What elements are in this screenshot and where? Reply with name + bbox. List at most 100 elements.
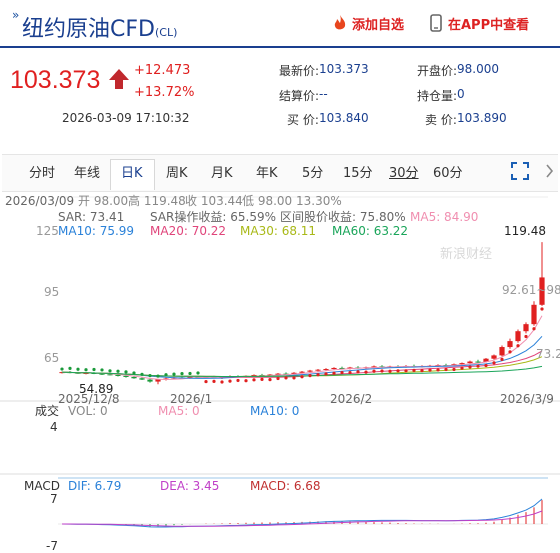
sar-dot [292, 376, 296, 380]
sar-dot [68, 366, 72, 370]
tab-yearly-k[interactable]: 年K [256, 166, 278, 181]
tab-60min[interactable]: 60分 [433, 166, 463, 181]
tab-monthly-k[interactable]: 月K [211, 166, 233, 181]
range-annotation: 92.61~98 [502, 283, 560, 297]
title-marker-icon: » [12, 8, 20, 22]
sar-dot [316, 373, 320, 377]
y-tick-125: 125 [36, 224, 59, 238]
right-tag: 73.2 [536, 347, 560, 361]
sar-dot [116, 369, 120, 373]
sar-dot [92, 367, 96, 372]
candle-body [347, 367, 353, 369]
candle-body [307, 370, 313, 372]
add-favorite-button[interactable]: 添加自选 [332, 14, 404, 33]
sar-dot [148, 374, 152, 378]
tab-minute[interactable]: 分时 [29, 166, 56, 181]
macd-dif-label: DIF: 6.79 [68, 479, 121, 493]
candle-body [515, 331, 521, 342]
sar-dot [324, 372, 328, 376]
volume-title: 成交 [35, 403, 59, 418]
candle-body [475, 361, 481, 363]
latest-price-value: 103.373 [319, 62, 369, 76]
tab-daily-k[interactable]: 日K [121, 166, 143, 181]
more-icon[interactable] [541, 162, 555, 184]
y-tick-95: 95 [44, 285, 59, 299]
ma30-label: MA30: 68.11 [240, 224, 316, 238]
sar-dot [252, 378, 256, 382]
x-label-0: 2025/12/8 [58, 392, 120, 406]
sar-dot [260, 377, 264, 381]
sar-dot [220, 380, 224, 384]
ma5-label: MA5: 84.90 [410, 210, 478, 224]
candle-body [339, 367, 345, 369]
candle-body [499, 347, 505, 356]
candle-body [59, 372, 65, 374]
sar-dot [236, 378, 240, 383]
tab-weekly-k[interactable]: 周K [166, 166, 188, 181]
candle-body [147, 379, 153, 382]
sar-label: SAR: 73.41 [58, 210, 124, 224]
sar-dot [532, 327, 536, 331]
sar-dot [436, 368, 440, 372]
sar-dot [452, 367, 456, 372]
candle-body [99, 373, 105, 375]
ma60-label: MA60: 63.22 [332, 224, 408, 238]
candle-body [251, 374, 257, 376]
sar-dot [484, 363, 488, 368]
volume-y-tick: 4 [50, 420, 58, 434]
candle-body [507, 341, 513, 348]
volume-ma5-label: MA5: 0 [158, 404, 200, 418]
volume-ma10-label: MA10: 0 [250, 404, 299, 418]
macd-dif-line [61, 498, 543, 528]
sar-dot [188, 371, 192, 376]
settle-price-value: -- [319, 87, 328, 101]
tab-5min[interactable]: 5分 [302, 166, 324, 181]
range-gain-label: 区间股价收益: 75.80% [280, 210, 406, 224]
info-high: 高 119.48 [128, 193, 186, 208]
info-open: 开 98.00 [78, 194, 128, 208]
x-label-1: 2026/1 [170, 392, 212, 406]
latest-price-label: 最新价: [279, 64, 320, 78]
fullscreen-icon[interactable] [511, 162, 529, 184]
sar-dot [396, 369, 400, 373]
candle-body [107, 374, 113, 376]
sar-dot [508, 350, 512, 354]
candle-body [459, 363, 465, 365]
open-in-app-button[interactable]: 在APP中查看 [430, 14, 529, 33]
info-low: 低 98.00 [242, 194, 292, 208]
x-label-3: 2026/3/9 [500, 392, 554, 406]
sar-dot [372, 369, 376, 373]
open-price-label: 开盘价: [417, 64, 458, 78]
macd-dea-label: DEA: 3.45 [160, 479, 219, 493]
open-interest-value: 0 [457, 87, 465, 101]
macd-y-tick-bottom: -7 [46, 539, 58, 553]
sar-dot [364, 370, 368, 374]
open-interest-label: 持仓量: [417, 89, 458, 103]
sar-dot [348, 370, 352, 375]
tab-30min[interactable]: 30分 [389, 166, 419, 181]
settle-price-label: 结算价: [279, 89, 320, 103]
sar-dot [196, 371, 200, 375]
sar-dot [308, 374, 312, 378]
macd-dea-line [62, 510, 543, 527]
bid-value: 103.840 [319, 111, 369, 125]
sar-dot [124, 370, 128, 374]
candles [59, 242, 545, 385]
sar-dots [60, 307, 544, 384]
candle-body [315, 369, 321, 371]
tab-15min[interactable]: 15分 [343, 166, 373, 181]
candle-body [323, 369, 329, 371]
tab-year-line[interactable]: 年线 [74, 166, 101, 181]
info-date: 2026/03/09 [5, 194, 74, 208]
title-suffix: (CL) [154, 26, 178, 39]
candle-body [331, 367, 337, 370]
sar-dot [172, 372, 176, 376]
info-pct: 13.30% [296, 194, 342, 208]
sar-dot [476, 364, 480, 368]
macd-y-tick-top: 7 [50, 492, 58, 506]
candle-body [131, 376, 137, 379]
kline-chart[interactable]: 2026/03/09 开 98.00 高 119.48 收 103.44 低 9… [0, 190, 560, 553]
ask-label: 卖 价: [425, 113, 457, 127]
ma5-line [61, 315, 543, 381]
sar-dot [204, 379, 208, 384]
